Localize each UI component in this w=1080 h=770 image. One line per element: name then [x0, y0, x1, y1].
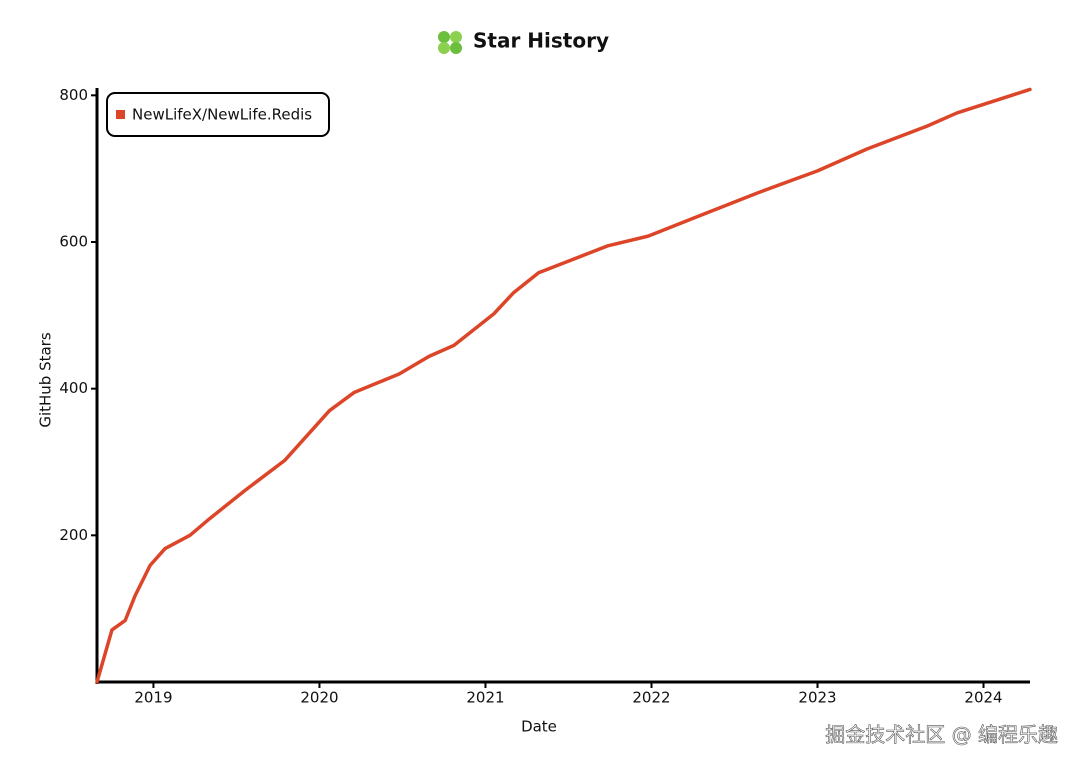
x-tick-label: 2022	[632, 689, 670, 707]
chart-title: Star History	[473, 29, 609, 53]
watermark: 掘金技术社区 @ 编程乐趣	[825, 723, 1058, 747]
y-tick-label: 200	[59, 526, 88, 544]
x-tick-label: 2023	[798, 689, 836, 707]
x-tick-label: 2020	[300, 689, 338, 707]
legend-swatch	[116, 110, 125, 119]
legend-label: NewLifeX/NewLife.Redis	[132, 106, 312, 124]
title-icon	[438, 31, 462, 54]
x-tick-label: 2024	[964, 689, 1002, 707]
y-axis-label: GitHub Stars	[37, 332, 55, 428]
y-tick-label: 400	[59, 379, 88, 397]
y-tick-label: 600	[59, 233, 88, 251]
x-axis-label: Date	[521, 718, 557, 736]
y-tick-label: 800	[59, 86, 88, 104]
x-tick-label: 2019	[134, 689, 172, 707]
x-tick-label: 2021	[466, 689, 504, 707]
line	[95, 87, 1032, 684]
legend-box	[106, 92, 330, 137]
